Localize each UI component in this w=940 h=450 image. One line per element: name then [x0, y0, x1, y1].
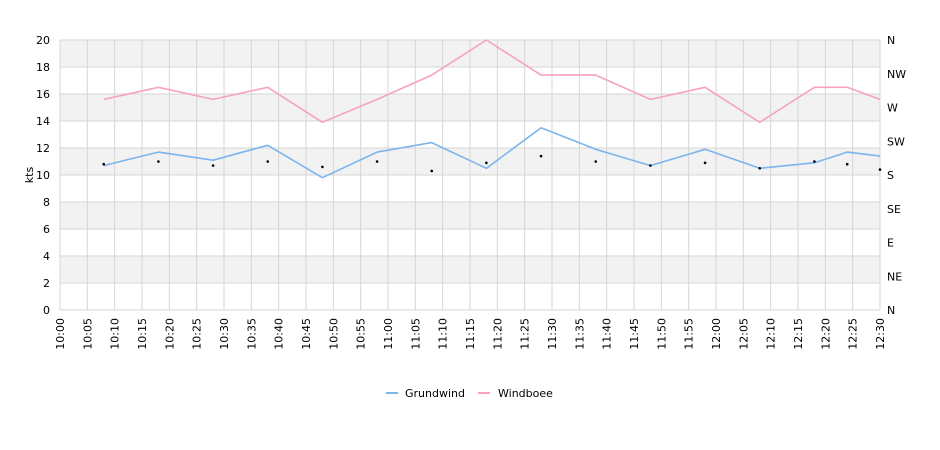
x-tick-label: 10:55 [355, 318, 368, 350]
direction-marker [703, 161, 707, 165]
x-tick-label: 11:15 [464, 318, 477, 350]
y-axis-label: kts [23, 167, 36, 184]
direction-markers [102, 154, 882, 173]
x-tick-label: 10:05 [81, 318, 94, 350]
direction-marker [594, 160, 598, 163]
x-tick-label: 10:10 [109, 318, 122, 350]
x-tick-label: 10:45 [300, 318, 313, 350]
x-tick-label: 11:55 [683, 318, 696, 350]
legend-item-grundwind[interactable]: Grundwind [386, 387, 465, 400]
x-tick-label: 12:30 [874, 318, 887, 350]
x-tick-label: 11:45 [628, 318, 641, 350]
direction-label: N [887, 304, 895, 317]
direction-label: E [887, 237, 894, 250]
x-tick-label: 11:10 [437, 318, 450, 350]
direction-axis-labels: N NE E SE S SW W NW N [887, 34, 906, 317]
x-tick-label: 12:15 [792, 318, 805, 350]
direction-label: N [887, 34, 895, 47]
direction-marker [539, 154, 543, 158]
y-tick-label: 10 [36, 169, 50, 182]
x-tick-label: 11:35 [573, 318, 586, 350]
x-tick-label: 12:25 [847, 318, 860, 350]
direction-marker [649, 164, 652, 167]
x-tick-label: 10:15 [136, 318, 149, 350]
y-tick-label: 0 [43, 304, 50, 317]
direction-marker [375, 160, 379, 163]
direction-marker [485, 161, 488, 165]
y-tick-label: 4 [43, 250, 50, 263]
y-tick-label: 18 [36, 61, 50, 74]
windboee-line [103, 39, 881, 124]
y-tick-label: 6 [43, 223, 50, 236]
x-tick-label: 10:20 [163, 318, 176, 350]
direction-marker [157, 160, 160, 163]
x-tick-label: 11:05 [409, 318, 422, 350]
x-tick-label: 12:00 [710, 318, 723, 350]
x-tick-label: 10:40 [273, 318, 286, 350]
direction-marker [102, 162, 106, 166]
direction-marker [845, 162, 849, 166]
y-tick-label: 8 [43, 196, 50, 209]
direction-marker [878, 168, 882, 171]
legend-label-grundwind: Grundwind [405, 387, 465, 400]
x-tick-label: 10:30 [218, 318, 231, 350]
grundwind-line [103, 127, 881, 179]
series-lines [103, 39, 881, 179]
direction-label: NE [887, 270, 902, 283]
y-tick-label: 12 [36, 142, 50, 155]
direction-marker [813, 160, 816, 163]
y-axis-tick-labels: 0 2 4 6 8 10 12 14 16 18 20 [36, 34, 50, 317]
x-tick-label: 11:25 [519, 318, 532, 350]
x-tick-label: 11:00 [382, 318, 395, 350]
direction-label: NW [887, 68, 906, 81]
x-tick-label: 12:20 [819, 318, 832, 350]
gridlines [59, 39, 881, 311]
x-tick-label: 11:50 [655, 318, 668, 350]
y-tick-label: 14 [36, 115, 50, 128]
x-tick-label: 10:50 [327, 318, 340, 350]
x-tick-label: 11:30 [546, 318, 559, 350]
direction-marker [430, 169, 434, 173]
legend-item-windboee[interactable]: Windboee [478, 387, 553, 400]
x-tick-label: 10:00 [54, 318, 67, 350]
x-tick-label: 12:05 [737, 318, 750, 350]
y-tick-label: 2 [43, 277, 50, 290]
x-tick-label: 11:20 [491, 318, 504, 350]
x-axis-tick-labels: 10:00 10:05 10:10 10:15 10:20 10:25 10:30 10:35… [54, 318, 887, 350]
direction-label: W [887, 102, 898, 115]
y-tick-label: 16 [36, 88, 50, 101]
x-tick-label: 11:40 [601, 318, 614, 350]
y-tick-label: 20 [36, 34, 50, 47]
x-tick-label: 12:10 [765, 318, 778, 350]
direction-label: SW [887, 135, 905, 148]
direction-marker [758, 166, 762, 170]
direction-marker [266, 160, 270, 163]
legend-label-windboee: Windboee [498, 387, 553, 400]
direction-marker [321, 165, 324, 169]
direction-label: S [887, 169, 894, 182]
x-tick-label: 10:25 [191, 318, 204, 350]
direction-marker [211, 164, 215, 167]
x-tick-label: 10:35 [245, 318, 258, 350]
direction-label: SE [887, 203, 901, 216]
legend: Grundwind Windboee [386, 387, 553, 400]
